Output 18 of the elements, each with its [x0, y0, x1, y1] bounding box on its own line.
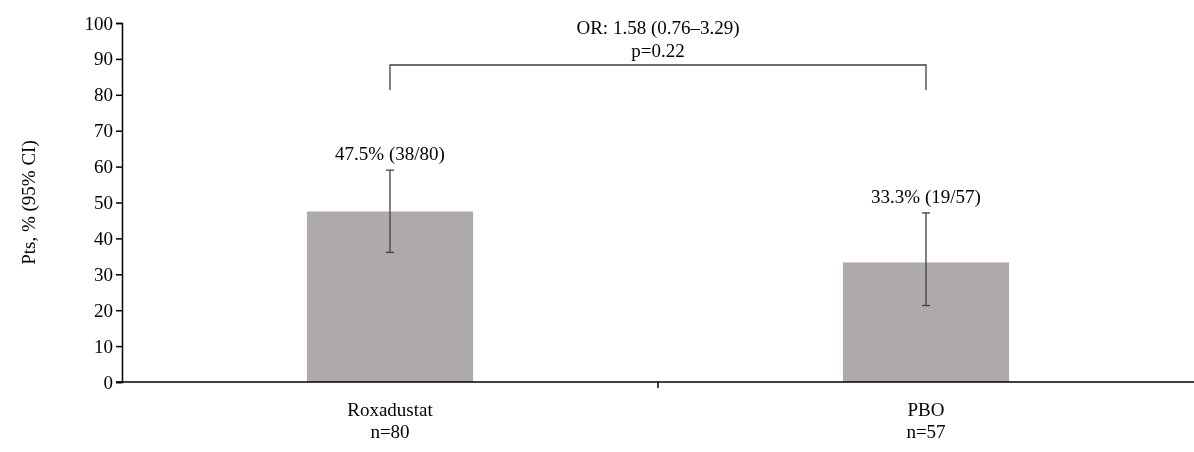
- y-tick-label: 50: [94, 192, 113, 214]
- y-tick-label: 10: [94, 335, 113, 357]
- y-tick-label: 40: [94, 227, 113, 249]
- x-tick-label: Roxadustat n=80: [347, 399, 434, 442]
- annotation: OR: 1.58 (0.76–3.29): [576, 17, 740, 39]
- x-tick-label: PBO n=57: [906, 399, 946, 442]
- y-tick-label: 0: [103, 371, 113, 393]
- y-tick-label: 90: [94, 48, 113, 70]
- y-axis-title: Pts, % (95% CI): [18, 140, 41, 265]
- y-tick-label: 20: [94, 299, 113, 321]
- y-tick-label: 80: [94, 84, 113, 106]
- y-tick-label: 60: [94, 156, 113, 178]
- annotation: p=0.22: [631, 40, 685, 61]
- y-tick-label: 100: [84, 12, 113, 34]
- data-label: 33.3% (19/57): [871, 185, 981, 208]
- data-label: 47.5% (38/80): [335, 143, 445, 166]
- y-tick-label: 30: [94, 263, 113, 285]
- y-tick-label: 70: [94, 120, 113, 142]
